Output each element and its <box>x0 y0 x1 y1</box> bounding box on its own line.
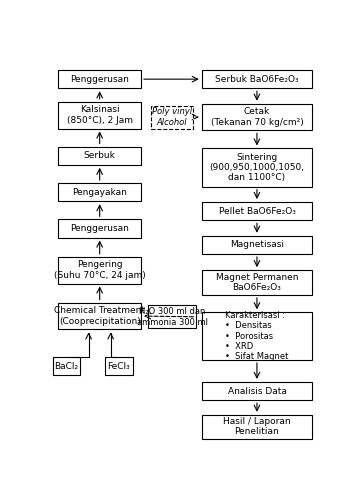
Text: Poly vinyl
Alcohol: Poly vinyl Alcohol <box>152 107 192 127</box>
FancyBboxPatch shape <box>58 147 141 165</box>
Text: FeCl₃: FeCl₃ <box>108 362 130 371</box>
Text: Magnet Permanen
BaO6Fe₂O₃: Magnet Permanen BaO6Fe₂O₃ <box>216 273 298 292</box>
Text: Magnetisasi: Magnetisasi <box>230 241 284 249</box>
FancyBboxPatch shape <box>148 305 196 329</box>
Text: Serbuk BaO6Fe₂O₃: Serbuk BaO6Fe₂O₃ <box>215 75 299 83</box>
FancyBboxPatch shape <box>202 270 312 295</box>
FancyBboxPatch shape <box>202 312 312 360</box>
Text: Kalsinasi
(850°C), 2 Jam: Kalsinasi (850°C), 2 Jam <box>67 105 133 125</box>
Text: Analisis Data: Analisis Data <box>227 387 286 396</box>
FancyBboxPatch shape <box>58 183 141 201</box>
Text: BaCl₂: BaCl₂ <box>54 362 79 371</box>
FancyBboxPatch shape <box>58 303 141 330</box>
Text: Pengayakan: Pengayakan <box>72 187 127 196</box>
FancyBboxPatch shape <box>202 104 312 130</box>
FancyBboxPatch shape <box>105 357 133 375</box>
FancyBboxPatch shape <box>202 415 312 438</box>
Text: Chemical Treatment
(Cooprecipitation): Chemical Treatment (Cooprecipitation) <box>54 306 145 326</box>
FancyBboxPatch shape <box>58 102 141 129</box>
Text: Cetak
(Tekanan 70 kg/cm²): Cetak (Tekanan 70 kg/cm²) <box>210 107 303 127</box>
FancyBboxPatch shape <box>151 105 194 129</box>
FancyBboxPatch shape <box>202 202 312 220</box>
Text: Karakterisasi :
•  Densitas
•  Porositas
•  XRD
•  Sifat Magnet: Karakterisasi : • Densitas • Porositas •… <box>225 311 289 361</box>
Text: Pengering
(Suhu 70°C, 24 jam): Pengering (Suhu 70°C, 24 jam) <box>54 260 146 280</box>
FancyBboxPatch shape <box>58 257 141 283</box>
FancyBboxPatch shape <box>202 149 312 187</box>
FancyBboxPatch shape <box>202 236 312 254</box>
Text: Serbuk: Serbuk <box>84 151 116 160</box>
FancyBboxPatch shape <box>202 382 312 400</box>
FancyBboxPatch shape <box>58 219 141 238</box>
FancyBboxPatch shape <box>53 357 80 375</box>
FancyBboxPatch shape <box>202 70 312 88</box>
Text: H₂O 300 ml dan
ammonia 300 ml: H₂O 300 ml dan ammonia 300 ml <box>137 307 208 327</box>
FancyBboxPatch shape <box>58 70 141 88</box>
Text: Hasil / Laporan
Penelitian: Hasil / Laporan Penelitian <box>223 417 291 436</box>
Text: Pellet BaO6Fe₂O₃: Pellet BaO6Fe₂O₃ <box>219 207 295 216</box>
Text: Penggerusan: Penggerusan <box>70 75 129 83</box>
Text: Penggerusan: Penggerusan <box>70 224 129 233</box>
Text: Sintering
(900,950,1000,1050,
dan 1100°C): Sintering (900,950,1000,1050, dan 1100°C… <box>209 153 304 182</box>
